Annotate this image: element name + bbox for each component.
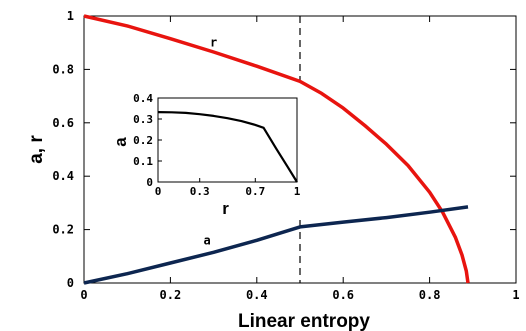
series-label-a: a	[204, 233, 211, 247]
inset-y-axis-title: a	[111, 137, 130, 147]
series-line-r	[83, 14, 470, 284]
series-line-a	[83, 205, 469, 285]
x-tick-label: 0.6	[332, 288, 354, 302]
y-tick-label: 0.4	[52, 169, 74, 183]
x-tick-label: 0	[80, 288, 87, 302]
inset-series-line	[157, 111, 298, 183]
inset-x-axis-title: r	[222, 199, 229, 218]
x-axis-title: Linear entropy	[238, 311, 370, 331]
x-tick-label: 0.4	[246, 288, 268, 302]
y-tick-label: 0.6	[52, 116, 74, 130]
inset-x-tick-label: 0.7	[245, 185, 265, 198]
y-tick-label: 0.2	[52, 223, 74, 237]
x-tick-label: 0.8	[419, 288, 441, 302]
inset-y-tick-label: 0.1	[133, 155, 153, 168]
main-plot: 0 0.2 0.4 0.6 0.8 1 0 0.2 0.4 0.6 0.8 1 Linear entro…	[26, 9, 520, 331]
inset-y-tick-label: 0	[146, 176, 153, 189]
inset-background	[108, 88, 304, 218]
inset-y-tick-label: 0.2	[133, 134, 153, 147]
inset-plot: 0 0.3 0.7 1 0 0.1 0.2 0.3 0.4 r a	[108, 88, 304, 218]
inset-y-tick-label: 0.4	[133, 92, 153, 105]
y-tick-label: 0.8	[52, 62, 74, 76]
y-axis-title: a, r	[26, 135, 47, 164]
x-tick-label: 1	[512, 288, 519, 302]
inset-x-tick-label: 0	[155, 185, 162, 198]
inset-x-tick-label: 0.3	[190, 185, 210, 198]
inset-y-tick-label: 0.3	[133, 113, 153, 126]
x-tick-label: 0.2	[160, 288, 182, 302]
inset-x-tick-label: 1	[294, 185, 301, 198]
y-tick-label: 0	[67, 276, 74, 290]
series-label-r: r	[210, 36, 217, 50]
y-tick-label: 1	[67, 9, 74, 23]
